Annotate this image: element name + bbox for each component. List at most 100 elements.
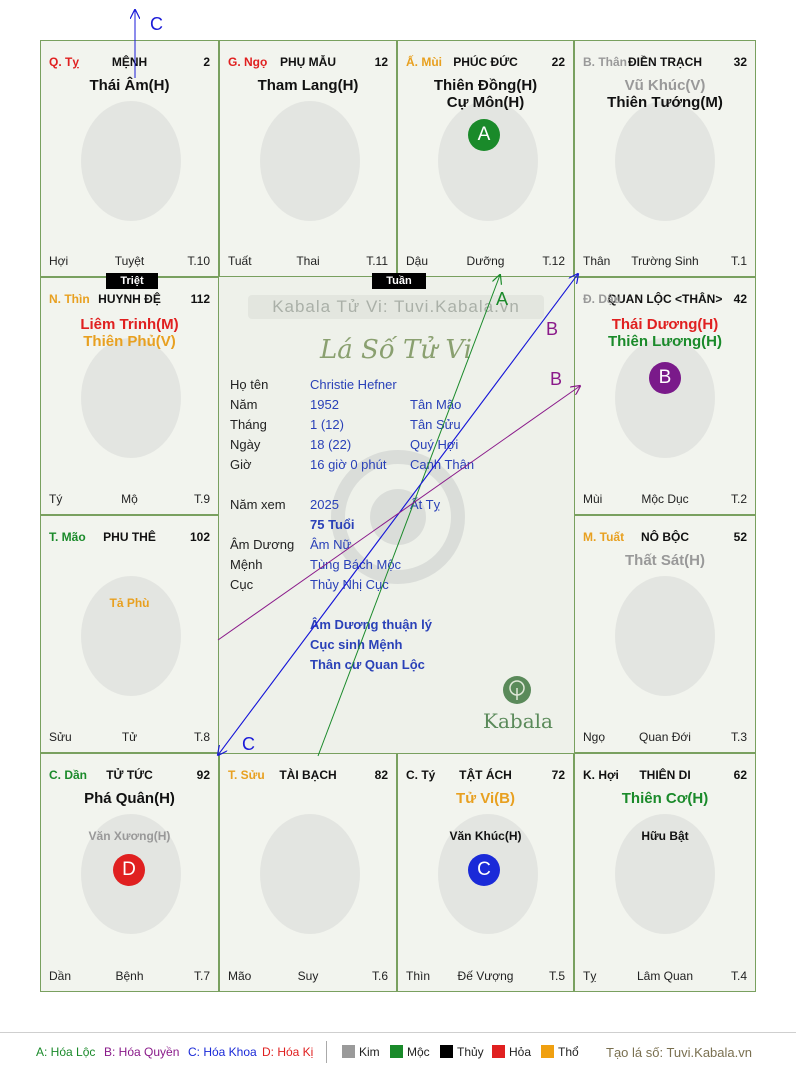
- palace-footer: Thìn Đế Vượng T.5: [406, 969, 565, 983]
- palace-footer: Tuất Thai T.11: [228, 254, 388, 268]
- palace-branch: T. Sửu: [228, 768, 265, 782]
- palace-header: ĐIỀN TRẠCH B. Thân 32: [583, 55, 747, 71]
- zodiac-watermark-icon: [81, 101, 181, 221]
- palace-header: QUAN LỘC <THÂN> Đ. Dậu 42: [583, 292, 747, 308]
- zodiac-watermark-icon: [81, 338, 181, 458]
- zodiac-watermark-icon: [615, 576, 715, 696]
- palace-name: HUYNH ĐỆ: [98, 292, 161, 306]
- palace-foot-branch: Tỵ: [583, 969, 597, 983]
- palace-header: NÔ BỘC M. Tuất 52: [583, 530, 747, 546]
- palace-foot-branch: Dậu: [406, 254, 429, 268]
- arrow-label-c-top: C: [150, 14, 163, 34]
- palace-foot-branch: Sửu: [49, 730, 72, 744]
- palace-cell[interactable]: PHU THÊ T. Mão 102 Tả Phù Sửu Tử T.8: [40, 515, 219, 753]
- info-month-label: Tháng: [230, 417, 267, 432]
- palace-foot-stage: Thai: [296, 254, 320, 268]
- info-cuc-value: Thủy Nhị Cục: [310, 577, 389, 592]
- palace-branch: C. Tý: [406, 768, 436, 782]
- palace-foot-branch: Thân: [583, 254, 611, 268]
- palace-branch: Q. Tỵ: [49, 55, 80, 69]
- info-amduong-value: Âm Nữ: [310, 537, 352, 552]
- info-view-year-row: Năm xem 2025 Ất Tỵ: [230, 497, 570, 515]
- palace-footer: Dậu Dưỡng T.12: [406, 254, 565, 268]
- legend-d: D: Hóa Kị: [262, 1045, 314, 1059]
- palace-branch: T. Mão: [49, 530, 86, 544]
- palace-header: TẬT ÁCH C. Tý 72: [406, 768, 565, 784]
- center-info-panel: Kabala Tử Vi: Tuvi.Kabala.vn Lá Số Tử Vi…: [218, 277, 574, 753]
- legend-hoa: Hỏa: [492, 1045, 531, 1059]
- palace-foot-stage: Quan Đới: [639, 730, 691, 744]
- palace-header: PHÚC ĐỨC Ấ. Mùi 22: [406, 55, 565, 71]
- kabala-logo-text: Kabala: [483, 709, 553, 733]
- palace-cell[interactable]: QUAN LỘC <THÂN> Đ. Dậu 42 Thái Dương(H) Thiê…: [574, 277, 756, 515]
- palace-cell[interactable]: PHỤ MẪU G. Ngọ 12 Tham Lang(H) Tuất Thai T.11: [219, 40, 397, 277]
- zodiac-watermark-icon: [615, 101, 715, 221]
- palace-foot-stage: Bệnh: [115, 969, 144, 983]
- triet-tag: Triệt: [106, 273, 158, 289]
- palace-foot-stage: Lâm Quan: [636, 969, 694, 983]
- palace-cell[interactable]: NÔ BỘC M. Tuất 52 Thất Sát(H) Ngọ Quan Đới T.3: [574, 515, 756, 753]
- main-star: Thiên Phủ(V): [83, 333, 176, 350]
- legend-a: A: Hóa Lộc: [36, 1045, 96, 1059]
- info-hour-row: Giờ 16 giờ 0 phút Canh Thân: [230, 457, 570, 475]
- palace-foot-month: T.9: [193, 492, 210, 506]
- legend-bar: A: Hóa Lộc B: Hóa Quyền C: Hóa Khoa D: H…: [0, 1032, 796, 1071]
- palace-cell[interactable]: HUYNH ĐỆ N. Thìn 112 Liêm Trinh(M) Thiên Phủ…: [40, 277, 219, 515]
- info-year-row: Năm 1952 Tân Mão: [230, 397, 570, 415]
- palace-foot-month: T.4: [730, 969, 747, 983]
- palace-foot-stage: Tuyệt: [114, 254, 145, 268]
- main-star: Thái Dương(H): [611, 316, 719, 333]
- palace-number: 72: [551, 768, 565, 782]
- palace-foot-stage: Đế Vượng: [457, 969, 514, 983]
- palace-foot-stage: Trường Sinh: [631, 254, 699, 268]
- palace-foot-stage: Mộ: [121, 492, 138, 506]
- legend-thuy: Thủy: [440, 1045, 484, 1059]
- main-star: Thái Âm(H): [89, 77, 170, 94]
- palace-foot-month: T.1: [730, 254, 747, 268]
- palace-foot-month: T.7: [193, 969, 210, 983]
- kabala-logo-icon: [503, 676, 531, 704]
- info-view-year-canchi: Ất Tỵ: [410, 497, 441, 512]
- palace-number: 12: [374, 55, 388, 69]
- palace-cell[interactable]: MỆNH Q. Tỵ 2 Thái Âm(H) Hợi Tuyệt T.10: [40, 40, 219, 277]
- palace-cell[interactable]: PHÚC ĐỨC Ấ. Mùi 22 Thiên Đồng(H) Cự Môn(H) A D…: [397, 40, 574, 277]
- palace-footer: Sửu Tử T.8: [49, 730, 210, 744]
- info-note-1: Âm Dương thuận lý: [310, 617, 432, 632]
- palace-cell[interactable]: THIÊN DI K. Hợi 62 Thiên Cơ(H) Hữu Bật Tỵ Lâm …: [574, 753, 756, 992]
- palace-footer: Tý Mộ T.9: [49, 492, 210, 506]
- info-day-label: Ngày: [230, 437, 261, 452]
- zodiac-watermark-icon: [615, 814, 715, 934]
- palace-footer: Thân Trường Sinh T.1: [583, 254, 747, 268]
- minor-star: Tả Phù: [109, 596, 150, 610]
- info-menh-label: Mệnh: [230, 557, 263, 572]
- info-name-label: Họ tên: [230, 377, 269, 392]
- info-day-row: Ngày 18 (22) Quý Hợi: [230, 437, 570, 455]
- palace-name: TẬT ÁCH: [459, 768, 512, 782]
- palace-cell[interactable]: ĐIỀN TRẠCH B. Thân 32 Vũ Khúc(V) Thiên Tướng…: [574, 40, 756, 277]
- palace-name: NÔ BỘC: [641, 530, 689, 544]
- palace-footer: Dần Bệnh T.7: [49, 969, 210, 983]
- palace-footer: Ngọ Quan Đới T.3: [583, 730, 747, 744]
- palace-footer: Hợi Tuyệt T.10: [49, 254, 210, 268]
- palace-foot-branch: Dần: [49, 969, 72, 983]
- main-star: Phá Quân(H): [84, 790, 175, 807]
- palace-number: 82: [374, 768, 388, 782]
- palace-header: TỬ TỨC C. Dần 92: [49, 768, 210, 784]
- info-year-canchi: Tân Mão: [410, 397, 462, 412]
- palace-cell[interactable]: TẬT ÁCH C. Tý 72 Tử Vi(B) Văn Khúc(H) C Thìn Đế…: [397, 753, 574, 992]
- zodiac-watermark-icon: [260, 814, 360, 934]
- tuan-tag: Tuần: [372, 273, 426, 289]
- palace-foot-stage: Dưỡng: [466, 254, 505, 268]
- watermark-text: Kabala Tử Vi: Tuvi.Kabala.vn: [248, 295, 544, 319]
- palace-footer: Mùi Mộc Dục T.2: [583, 492, 747, 506]
- palace-foot-month: T.2: [730, 492, 747, 506]
- legend-tho-swatch: [541, 1045, 554, 1058]
- palace-cell[interactable]: TÀI BẠCH T. Sửu 82 Mão Suy T.6: [219, 753, 397, 992]
- legend-c: C: Hóa Khoa: [188, 1045, 257, 1059]
- legend-site-link[interactable]: Tạo lá số: Tuvi.Kabala.vn: [606, 1045, 752, 1060]
- info-year-label: Năm: [230, 397, 258, 412]
- zodiac-watermark-icon: [81, 576, 181, 696]
- palace-name: THIÊN DI: [639, 768, 691, 782]
- palace-cell[interactable]: TỬ TỨC C. Dần 92 Phá Quân(H) Văn Xương(H) D Dầ…: [40, 753, 219, 992]
- info-hour-value: 16 giờ 0 phút: [310, 457, 387, 472]
